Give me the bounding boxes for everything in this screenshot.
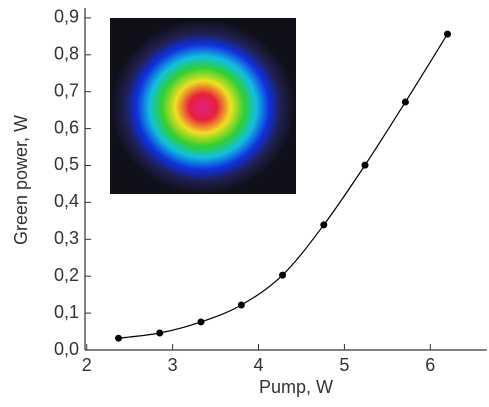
data-point	[237, 301, 245, 309]
data-point	[279, 271, 287, 279]
x-tick-label: 2	[82, 355, 92, 375]
data-point	[115, 334, 122, 342]
data-point	[361, 161, 369, 169]
x-tick-label: 5	[339, 355, 349, 375]
y-tick-label: 0,4	[54, 191, 79, 211]
x-tick-label: 4	[254, 355, 264, 375]
y-axis-title: Green power, W	[11, 115, 31, 245]
y-tick-label: 0,7	[54, 80, 79, 100]
x-tick-label: 3	[168, 355, 178, 375]
data-point	[197, 318, 205, 326]
data-point	[156, 329, 164, 337]
x-tick-label: 6	[425, 355, 435, 375]
beam-profile	[111, 20, 295, 194]
y-tick-label: 0,8	[54, 44, 79, 64]
y-tick-label: 0,1	[54, 302, 79, 322]
y-tick-label: 0,5	[54, 154, 79, 174]
y-tick-label: 0,9	[54, 7, 79, 27]
data-point	[401, 98, 409, 106]
data-point	[320, 221, 328, 229]
y-tick-label: 0,6	[54, 117, 79, 137]
data-point	[443, 30, 451, 38]
y-tick-label: 0,2	[54, 265, 79, 285]
x-axis-title: Pump, W	[259, 377, 333, 397]
y-tick-label: 0,0	[54, 339, 79, 359]
fit-line	[118, 33, 448, 339]
y-tick-label: 0,3	[54, 228, 79, 248]
